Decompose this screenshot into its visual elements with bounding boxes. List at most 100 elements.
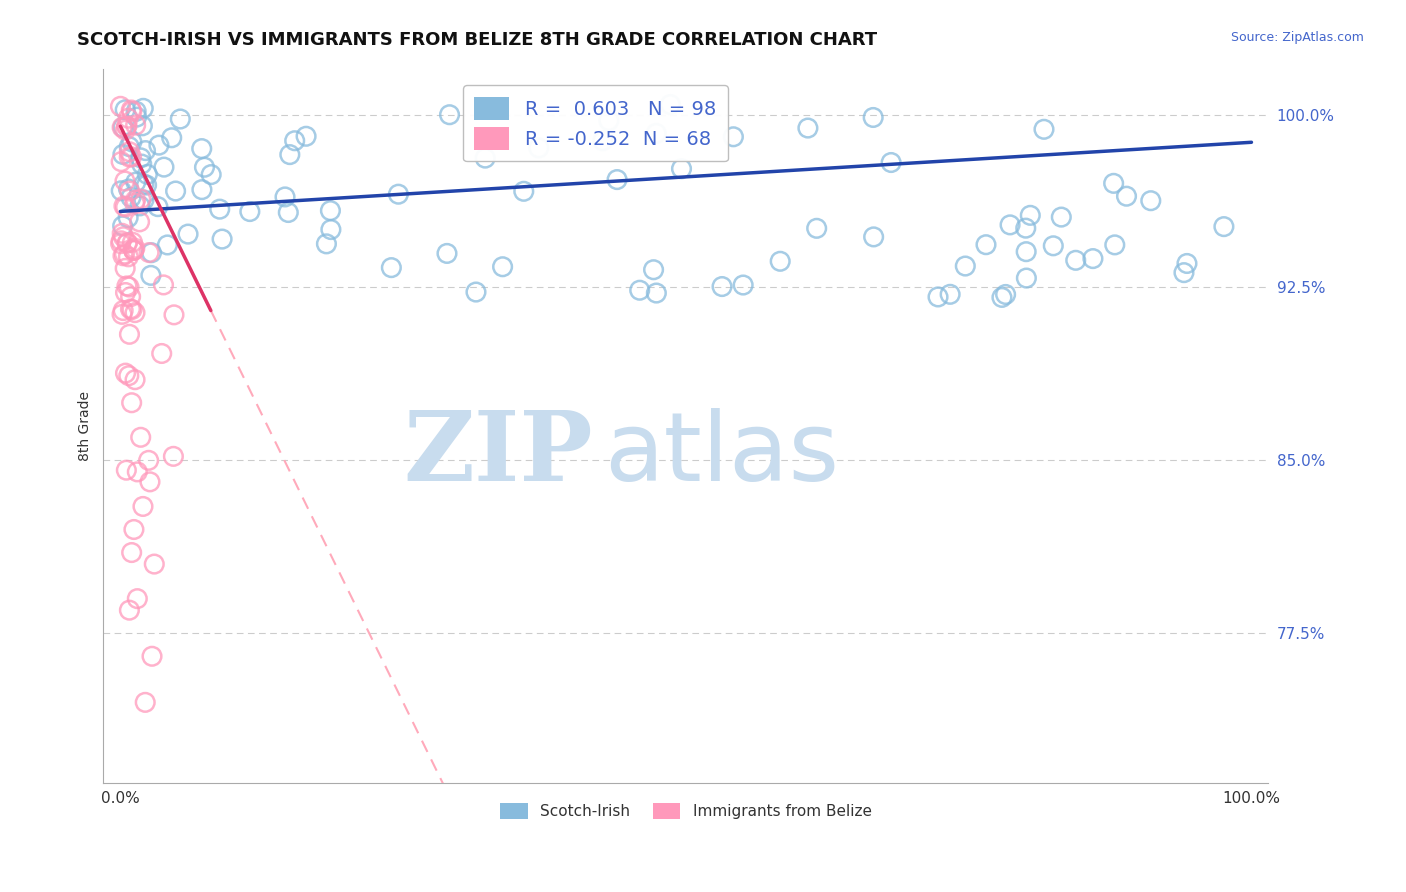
Point	[592, 134, 614, 148]
Point	[190, 142, 212, 156]
Point	[114, 200, 136, 214]
Point	[121, 302, 143, 317]
Point	[114, 174, 136, 188]
Point	[117, 112, 139, 126]
Point	[125, 175, 148, 189]
Point	[122, 244, 145, 258]
Point	[114, 366, 136, 380]
Point	[1050, 210, 1073, 224]
Point	[125, 110, 148, 124]
Point	[115, 235, 138, 250]
Point	[927, 290, 949, 304]
Point	[132, 177, 155, 191]
Point	[645, 127, 668, 141]
Point	[160, 130, 183, 145]
Point	[208, 202, 231, 216]
Point	[124, 373, 146, 387]
Point	[141, 245, 163, 260]
Point	[862, 230, 884, 244]
Point	[169, 112, 191, 126]
Point	[124, 196, 146, 211]
Point	[117, 250, 139, 264]
Point	[121, 395, 143, 409]
Point	[112, 303, 135, 318]
Point	[146, 200, 169, 214]
Point	[806, 221, 828, 235]
Point	[143, 557, 166, 571]
Point	[177, 227, 200, 241]
Point	[513, 184, 536, 198]
Point	[1139, 194, 1161, 208]
Point	[117, 182, 139, 196]
Point	[191, 183, 214, 197]
Point	[628, 283, 651, 297]
Point	[115, 120, 138, 134]
Point	[998, 218, 1021, 232]
Point	[121, 545, 143, 559]
Text: ZIP: ZIP	[404, 408, 593, 501]
Point	[1015, 244, 1038, 259]
Point	[132, 500, 155, 514]
Point	[110, 154, 132, 169]
Point	[114, 261, 136, 276]
Point	[118, 280, 141, 294]
Text: atlas: atlas	[605, 408, 839, 501]
Y-axis label: 8th Grade: 8th Grade	[79, 391, 93, 461]
Point	[118, 139, 141, 153]
Point	[111, 147, 134, 161]
Point	[1115, 189, 1137, 203]
Point	[131, 157, 153, 171]
Point	[131, 119, 153, 133]
Point	[115, 279, 138, 293]
Point	[118, 150, 141, 164]
Point	[1064, 253, 1087, 268]
Point	[153, 160, 176, 174]
Point	[120, 290, 142, 304]
Point	[121, 150, 143, 164]
Point	[125, 104, 148, 119]
Point	[387, 187, 409, 202]
Point	[1033, 122, 1056, 136]
Point	[124, 241, 146, 255]
Text: SCOTCH-IRISH VS IMMIGRANTS FROM BELIZE 8TH GRADE CORRELATION CHART: SCOTCH-IRISH VS IMMIGRANTS FROM BELIZE 8…	[77, 31, 877, 49]
Point	[862, 111, 884, 125]
Point	[148, 138, 170, 153]
Point	[129, 151, 152, 165]
Point	[138, 453, 160, 467]
Point	[117, 211, 139, 225]
Point	[156, 238, 179, 252]
Point	[211, 232, 233, 246]
Point	[111, 307, 134, 321]
Point	[200, 168, 222, 182]
Point	[117, 235, 139, 250]
Point	[127, 465, 149, 479]
Point	[1212, 219, 1234, 234]
Point	[165, 184, 187, 198]
Point	[121, 104, 143, 119]
Point	[711, 279, 734, 293]
Point	[112, 120, 135, 135]
Point	[118, 327, 141, 342]
Point	[120, 301, 142, 316]
Point	[120, 103, 142, 117]
Point	[129, 199, 152, 213]
Point	[465, 285, 488, 299]
Point	[769, 254, 792, 268]
Point	[127, 591, 149, 606]
Point	[115, 463, 138, 477]
Point	[141, 649, 163, 664]
Point	[118, 184, 141, 198]
Point	[319, 203, 342, 218]
Legend: Scotch-Irish, Immigrants from Belize: Scotch-Irish, Immigrants from Belize	[494, 797, 877, 825]
Point	[319, 222, 342, 236]
Point	[152, 277, 174, 292]
Point	[110, 234, 132, 248]
Point	[115, 119, 138, 133]
Point	[274, 190, 297, 204]
Point	[1081, 252, 1104, 266]
Point	[315, 236, 337, 251]
Point	[129, 192, 152, 206]
Point	[380, 260, 402, 275]
Text: Source: ZipAtlas.com: Source: ZipAtlas.com	[1230, 31, 1364, 45]
Point	[110, 236, 132, 251]
